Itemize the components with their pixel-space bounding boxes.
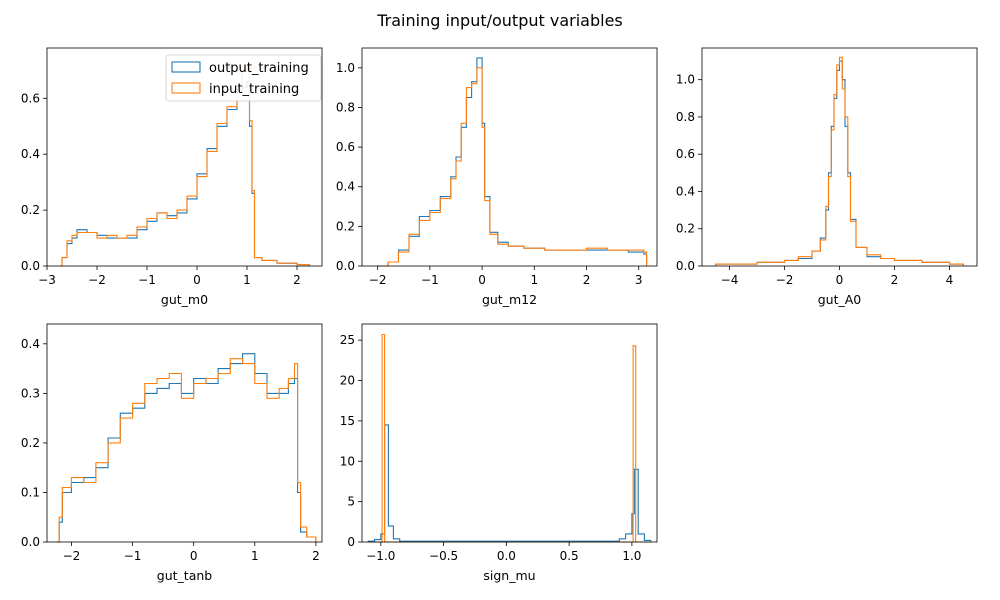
x-tick-label: 0.0 (497, 549, 516, 563)
series-output_training-sign_mu (367, 424, 652, 542)
x-tick-label: −2 (776, 273, 794, 287)
y-tick-label: 0.0 (676, 259, 695, 273)
x-tick-label: 0.5 (560, 549, 579, 563)
legend-box (165, 54, 322, 102)
y-tick-label: 0.2 (21, 436, 40, 450)
series-input_training-gut_m12 (377, 67, 648, 267)
y-tick-label: 15 (340, 414, 355, 428)
y-tick-label: 0.2 (21, 203, 40, 217)
x-tick-label: 0 (190, 549, 198, 563)
legend-swatch-input_training (171, 82, 201, 94)
axes-frame (361, 47, 658, 267)
y-tick-label: 0.4 (21, 337, 40, 351)
legend-label-output_training: output_training (209, 61, 309, 76)
x-tick-label: 2 (312, 549, 320, 563)
x-tick-label: 2 (583, 273, 591, 287)
x-tick-label: 4 (946, 273, 954, 287)
axes-frame (46, 323, 323, 543)
x-tick-label: −1 (124, 549, 142, 563)
x-axis-label: gut_A0 (818, 292, 862, 307)
x-tick-label: 0 (836, 273, 844, 287)
y-tick-label: 0.6 (21, 91, 40, 105)
series-input_training-gut_m0 (59, 64, 311, 267)
x-tick-label: 1 (243, 273, 251, 287)
y-tick-label: 0.0 (336, 259, 355, 273)
series-input_training-gut_tanb (56, 358, 317, 543)
axes-frame (46, 47, 323, 267)
y-tick-label: 1.0 (336, 61, 355, 75)
x-tick-label: −1 (421, 273, 439, 287)
y-tick-label: 20 (340, 374, 355, 388)
series-input_training-gut_A0 (715, 56, 964, 266)
x-tick-label: −1.0 (366, 549, 395, 563)
y-tick-label: 25 (340, 333, 355, 347)
x-tick-label: −3 (38, 273, 56, 287)
x-tick-label: −1 (138, 273, 156, 287)
y-tick-label: 0.4 (336, 180, 355, 194)
subplot-gut_tanb: −2 −1 0 1 2 0.0 0.1 0.2 0.3 0.4 gut_tanb (21, 323, 323, 583)
y-tick-label: 0.8 (676, 110, 695, 124)
x-axis-label: gut_m12 (482, 292, 537, 307)
subplot-gut_m0: −3 −2 −1 0 1 2 0.0 0.2 0.4 0.6 gut_m0 output_traini… (21, 47, 323, 307)
x-tick-label: −2 (63, 549, 81, 563)
subplot-gut_m12: −2 −1 0 1 2 3 0.0 0.2 0.4 0.6 0.8 1.0 gut_m12 (336, 47, 658, 307)
x-tick-label: 3 (635, 273, 643, 287)
subplot-sign_mu: −1.0 −0.5 0.0 0.5 1.0 0 5 10 15 20 25 sign_mu (340, 323, 658, 583)
y-tick-label: 0.2 (336, 219, 355, 233)
axes-frame (701, 47, 978, 267)
y-tick-label: 0.1 (21, 485, 40, 499)
axes-frame (361, 323, 658, 543)
x-tick-label: −2 (369, 273, 387, 287)
y-tick-label: 0.0 (21, 535, 40, 549)
x-tick-label: 2 (293, 273, 301, 287)
x-axis-label: gut_m0 (161, 292, 208, 307)
y-tick-label: 0.6 (336, 140, 355, 154)
subplot-gut_A0: −4 −2 0 2 4 0.0 0.2 0.4 0.6 0.8 1.0 gut_A0 (676, 47, 978, 307)
y-tick-label: 1.0 (676, 73, 695, 87)
legend-swatch-output_training (171, 61, 201, 73)
y-tick-label: 0.3 (21, 386, 40, 400)
y-tick-label: 0.4 (676, 184, 695, 198)
y-tick-label: 0.4 (21, 147, 40, 161)
series-output_training-gut_tanb (56, 353, 317, 543)
x-tick-label: 0 (478, 273, 486, 287)
x-tick-label: 1 (530, 273, 538, 287)
series-output_training-gut_A0 (715, 60, 964, 266)
y-tick-label: 10 (340, 454, 355, 468)
x-axis-label: gut_tanb (157, 568, 212, 583)
x-tick-label: −4 (721, 273, 739, 287)
legend-label-input_training: input_training (209, 82, 299, 97)
legend: output_training input_training (165, 54, 322, 102)
x-tick-label: 2 (891, 273, 899, 287)
x-axis-label: sign_mu (483, 568, 535, 583)
x-tick-label: −0.5 (429, 549, 458, 563)
y-tick-label: 0.0 (21, 259, 40, 273)
y-tick-label: 0.8 (336, 100, 355, 114)
y-tick-label: 5 (347, 495, 355, 509)
figure-title: Training input/output variables (376, 11, 623, 30)
x-tick-label: 1 (251, 549, 259, 563)
y-tick-label: 0 (347, 535, 355, 549)
y-tick-label: 0.2 (676, 222, 695, 236)
x-tick-label: 0 (193, 273, 201, 287)
x-tick-label: −2 (88, 273, 106, 287)
y-tick-label: 0.6 (676, 147, 695, 161)
x-tick-label: 1.0 (622, 549, 641, 563)
series-input_training-sign_mu (368, 333, 651, 543)
